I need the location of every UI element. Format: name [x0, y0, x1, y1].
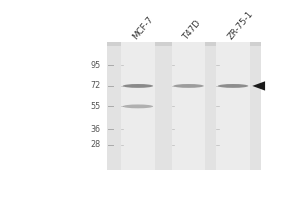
Bar — [172, 42, 206, 170]
Text: 28: 28 — [90, 140, 100, 149]
Text: 72: 72 — [90, 81, 100, 90]
Ellipse shape — [123, 104, 153, 108]
Bar — [107, 42, 261, 46]
Text: ZR-75-1: ZR-75-1 — [226, 9, 255, 41]
Text: T47D: T47D — [182, 18, 203, 41]
Ellipse shape — [218, 84, 248, 88]
Text: 36: 36 — [90, 125, 100, 134]
Ellipse shape — [173, 84, 204, 88]
Text: MCF-7: MCF-7 — [131, 14, 155, 41]
Polygon shape — [252, 81, 265, 91]
Text: 95: 95 — [90, 61, 100, 70]
Bar — [216, 42, 250, 170]
Ellipse shape — [123, 84, 153, 88]
Bar — [121, 42, 155, 170]
Bar — [107, 42, 261, 170]
Text: 55: 55 — [90, 102, 100, 111]
